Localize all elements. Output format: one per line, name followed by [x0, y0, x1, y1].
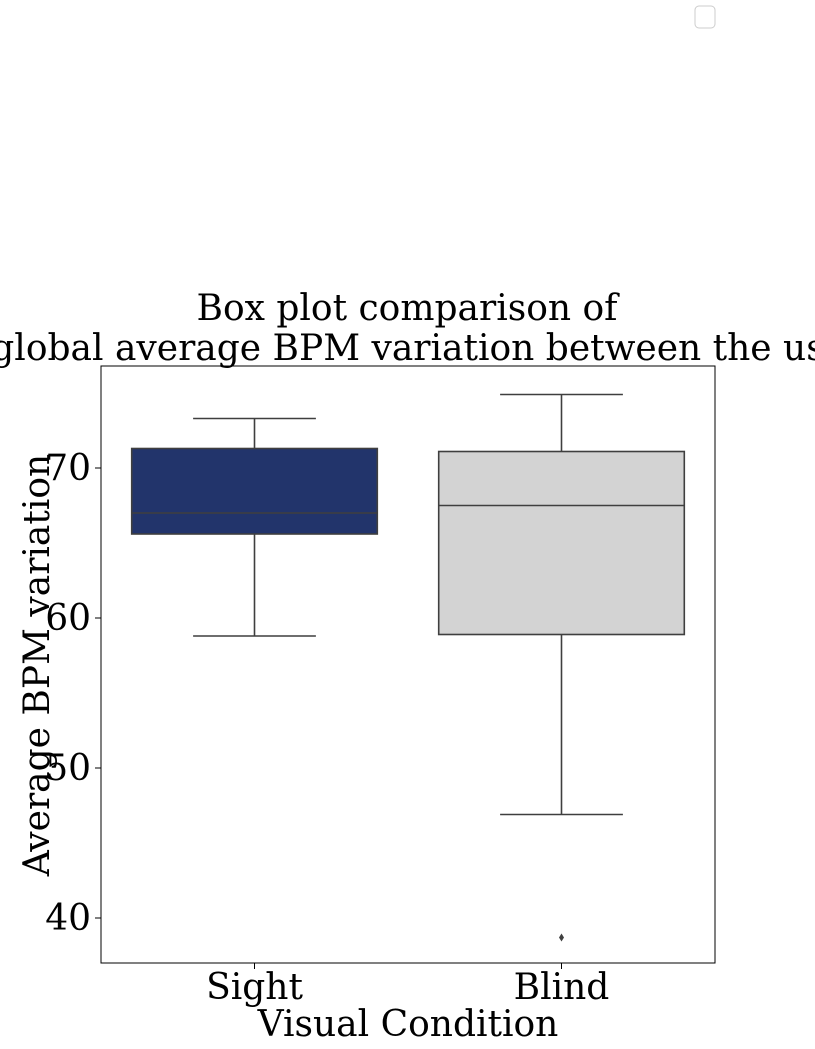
box-sight [130, 447, 379, 535]
y-tick-label: 50 [45, 748, 91, 789]
x-axis-label: Visual Condition [257, 1004, 559, 1045]
box-blind [437, 450, 686, 636]
box-group-blind [437, 393, 686, 942]
x-tick-label: Blind [514, 967, 610, 1008]
outlier-point [559, 933, 564, 942]
chart-title-line-1: Box plot comparison of [197, 288, 621, 329]
plot-area [130, 393, 686, 942]
box-group-sight [130, 417, 379, 637]
y-tick-label: 40 [45, 898, 91, 939]
y-axis: 40 50 60 70 [45, 448, 101, 939]
legend-box [694, 5, 716, 29]
x-tick-label: Sight [206, 967, 303, 1008]
y-axis-label: Average BPM variation [17, 454, 58, 877]
y-tick-label: 70 [45, 448, 91, 489]
chart-title-line-2: the global average BPM variation between… [0, 328, 815, 369]
y-tick-label: 60 [45, 598, 91, 639]
plot-frame [100, 365, 716, 964]
chart-title: Box plot comparison of the global averag… [0, 288, 815, 369]
x-axis: Sight Blind [206, 963, 609, 1008]
